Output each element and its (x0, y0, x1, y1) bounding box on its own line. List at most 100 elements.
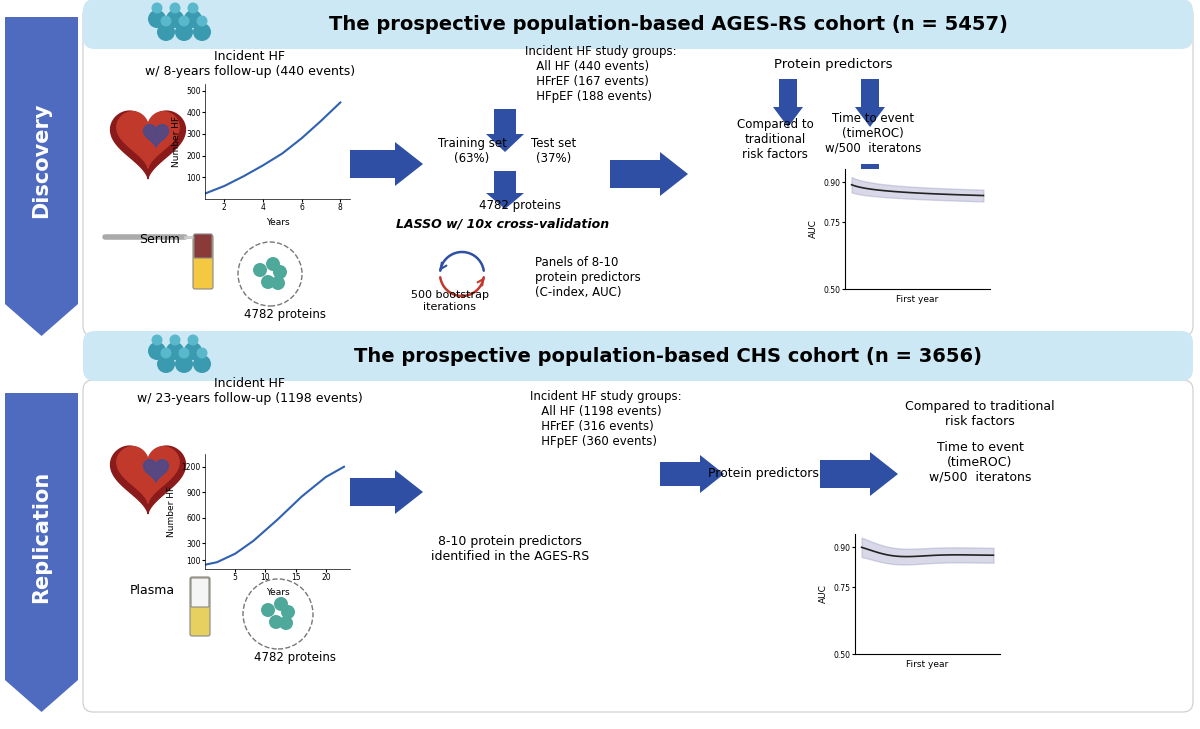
Polygon shape (700, 455, 724, 493)
Text: Replication: Replication (31, 470, 52, 603)
Circle shape (253, 263, 266, 277)
X-axis label: Years: Years (265, 218, 289, 227)
FancyBboxPatch shape (191, 578, 209, 607)
Y-axis label: Number HF: Number HF (167, 486, 176, 537)
Text: The prospective population-based AGES-RS cohort (n = 5457): The prospective population-based AGES-RS… (329, 15, 1008, 34)
Circle shape (274, 597, 288, 611)
Circle shape (169, 335, 180, 346)
Text: Compared to traditional
risk factors: Compared to traditional risk factors (905, 400, 1055, 428)
Text: 4782 proteins: 4782 proteins (479, 198, 562, 211)
Text: Test set
(37%): Test set (37%) (532, 137, 577, 165)
Text: Panels of 8-10
protein predictors
(C-index, AUC): Panels of 8-10 protein predictors (C-ind… (535, 255, 641, 298)
Circle shape (157, 355, 175, 373)
Text: Discovery: Discovery (31, 103, 52, 218)
Circle shape (184, 10, 202, 28)
Text: 4782 proteins: 4782 proteins (254, 650, 336, 663)
Circle shape (187, 2, 198, 14)
FancyBboxPatch shape (83, 4, 1193, 336)
Circle shape (161, 348, 172, 359)
Circle shape (179, 348, 190, 359)
Circle shape (262, 275, 275, 289)
Polygon shape (660, 462, 700, 486)
FancyBboxPatch shape (193, 235, 214, 289)
Text: The prospective population-based CHS cohort (n = 3656): The prospective population-based CHS coh… (354, 346, 982, 365)
Text: w/500  iteratons: w/500 iteratons (929, 470, 1031, 483)
Circle shape (278, 616, 293, 630)
Text: Compared to
traditional
risk factors: Compared to traditional risk factors (737, 117, 814, 160)
Circle shape (148, 10, 166, 28)
FancyBboxPatch shape (83, 331, 1193, 381)
Polygon shape (854, 107, 886, 127)
Polygon shape (5, 17, 78, 336)
Circle shape (197, 15, 208, 26)
Circle shape (274, 265, 287, 279)
Polygon shape (346, 478, 395, 506)
Text: Training set
(63%): Training set (63%) (438, 137, 506, 165)
Y-axis label: AUC: AUC (820, 585, 828, 604)
Circle shape (166, 10, 184, 28)
FancyBboxPatch shape (194, 234, 212, 258)
Polygon shape (486, 134, 524, 152)
Circle shape (281, 605, 295, 619)
Polygon shape (779, 79, 797, 107)
Y-axis label: AUC: AUC (809, 219, 818, 238)
Polygon shape (820, 460, 870, 488)
Text: Incident HF
w/ 8-years follow-up (440 events): Incident HF w/ 8-years follow-up (440 ev… (145, 50, 355, 78)
Text: 4782 proteins: 4782 proteins (244, 308, 326, 321)
Polygon shape (395, 470, 424, 514)
FancyBboxPatch shape (83, 380, 1193, 712)
Polygon shape (144, 460, 168, 483)
Circle shape (269, 615, 283, 629)
Polygon shape (395, 142, 424, 186)
Circle shape (187, 335, 198, 346)
Text: Serum: Serum (139, 233, 180, 246)
Polygon shape (144, 125, 168, 147)
Circle shape (151, 2, 162, 14)
Circle shape (271, 276, 286, 290)
Circle shape (148, 342, 166, 360)
Polygon shape (110, 446, 186, 514)
Circle shape (197, 348, 208, 359)
Polygon shape (773, 107, 803, 127)
X-axis label: Years: Years (265, 588, 289, 597)
Circle shape (193, 355, 211, 373)
Polygon shape (610, 160, 660, 188)
FancyBboxPatch shape (83, 0, 1193, 49)
Text: 500 bootstrap
iterations: 500 bootstrap iterations (410, 290, 490, 312)
Polygon shape (486, 193, 524, 209)
Polygon shape (870, 452, 898, 496)
Text: Protein predictors: Protein predictors (774, 58, 893, 71)
Circle shape (184, 342, 202, 360)
Circle shape (151, 335, 162, 346)
Polygon shape (346, 150, 395, 178)
X-axis label: First year: First year (896, 295, 938, 303)
Polygon shape (5, 393, 78, 712)
Circle shape (262, 603, 275, 617)
Text: Time to event
(timeROC): Time to event (timeROC) (936, 441, 1024, 469)
Polygon shape (494, 109, 516, 134)
Circle shape (161, 15, 172, 26)
Circle shape (169, 2, 180, 14)
Polygon shape (110, 111, 186, 179)
Circle shape (179, 15, 190, 26)
Circle shape (193, 23, 211, 41)
Text: Incident HF
w/ 23-years follow-up (1198 events): Incident HF w/ 23-years follow-up (1198 … (137, 377, 362, 405)
Polygon shape (854, 192, 886, 212)
Circle shape (175, 23, 193, 41)
Circle shape (266, 257, 280, 271)
Text: 8-10 protein predictors
identified in the AGES-RS: 8-10 protein predictors identified in th… (431, 535, 589, 563)
X-axis label: First year: First year (906, 660, 949, 668)
Text: Time to event
(timeROC)
w/500  iteratons: Time to event (timeROC) w/500 iteratons (824, 112, 922, 155)
Polygon shape (862, 164, 878, 192)
Polygon shape (862, 79, 878, 107)
FancyBboxPatch shape (190, 577, 210, 636)
Circle shape (157, 23, 175, 41)
Text: Plasma: Plasma (130, 585, 174, 598)
Circle shape (175, 355, 193, 373)
Text: Incident HF study groups:
   All HF (1198 events)
   HFrEF (316 events)
   HFpEF: Incident HF study groups: All HF (1198 e… (530, 390, 682, 448)
Y-axis label: Number HF: Number HF (172, 116, 181, 167)
Text: Protein predictors: Protein predictors (708, 467, 818, 480)
Polygon shape (116, 447, 179, 503)
Polygon shape (660, 152, 688, 196)
Polygon shape (494, 171, 516, 193)
